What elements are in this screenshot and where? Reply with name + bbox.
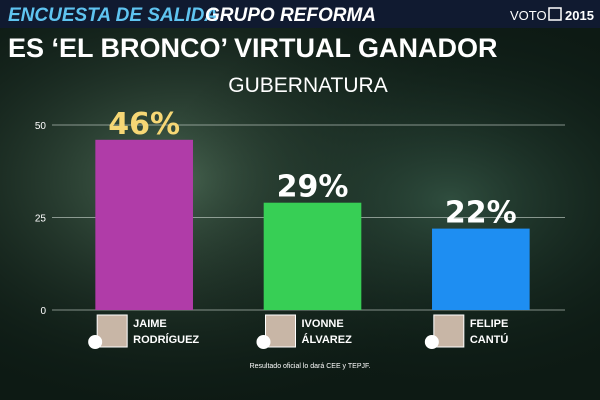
footnote: Resultado oficial lo dará CEE y TEPJF. [250, 363, 371, 370]
y-tick-label: 50 [35, 121, 47, 132]
value-label: 46% [108, 107, 180, 142]
y-tick-label: 25 [35, 214, 47, 225]
candidate-photo [96, 314, 128, 348]
y-tick-label: 0 [40, 306, 46, 317]
x-tick-label: IVONNE ÁLVAREZ [301, 318, 352, 346]
value-label: 22% [445, 196, 517, 231]
bar [263, 202, 362, 310]
header-bar [0, 0, 600, 28]
header-title: ENCUESTA DE SALIDA [8, 5, 218, 26]
brand: VOTO [510, 8, 547, 23]
brand-year: 2015 [565, 8, 594, 23]
headline: ES ‘EL BRONCO’ VIRTUAL GANADOR [8, 33, 498, 63]
value-label: 29% [277, 170, 349, 205]
candidate-photo [433, 314, 465, 348]
party-logo [256, 335, 271, 349]
chart-title: GUBERNATURA [228, 74, 387, 97]
brand-icon [548, 7, 562, 21]
header-title: GRUPO REFORMA [205, 5, 376, 26]
candidate-photo [265, 314, 296, 348]
party-logo [88, 335, 103, 349]
x-tick-label: JAIME RODRÍGUEZ [133, 318, 200, 346]
bar [95, 139, 193, 310]
x-tick-label: FELIPE CANTÚ [469, 318, 509, 346]
bar [432, 228, 530, 310]
party-logo [424, 335, 439, 349]
